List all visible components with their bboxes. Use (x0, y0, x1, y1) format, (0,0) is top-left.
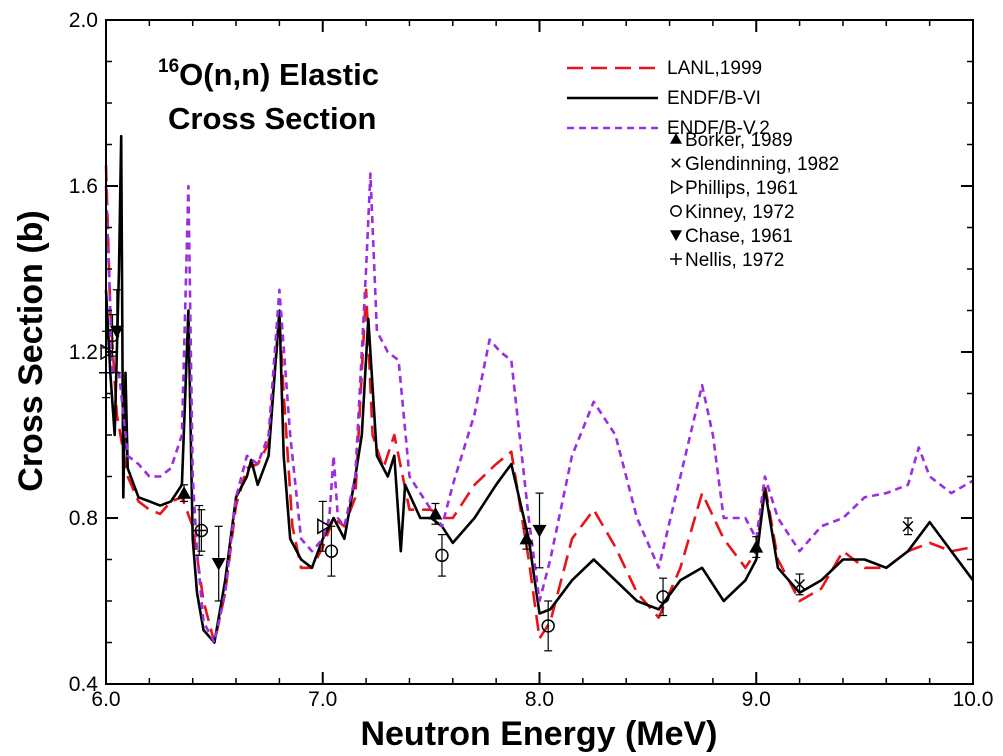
y-tick-label: 0.4 (69, 673, 99, 696)
y-tick-label: 1.2 (69, 341, 98, 364)
y-axis-title: Cross Section (b) (12, 210, 50, 491)
series-layer (104, 134, 975, 644)
marker-kinney-1972 (541, 619, 555, 633)
legend-marker-phillips-1961 (671, 179, 684, 195)
marker-kinney-1972 (324, 544, 339, 558)
title-superscript: 16 (158, 56, 179, 77)
y-tick-label: 0.8 (69, 507, 98, 530)
legend-label: Glendinning, 1982 (685, 154, 839, 175)
x-tick-label: 7.0 (308, 688, 337, 711)
chart-title-line2: Cross Section (168, 101, 376, 136)
marker-chase-1961 (211, 558, 226, 571)
legend-label: ENDF/B-VI (667, 88, 761, 109)
legend-marker-chase-1961 (670, 230, 682, 241)
legend-label: LANL,1999 (667, 58, 762, 79)
legend-marker-borker-1989 (670, 133, 682, 144)
marker-chase-1961 (532, 524, 547, 538)
chart-title-line1: 16O(n,n) Elastic (158, 56, 379, 92)
marker-glendinning-1982 (794, 578, 806, 590)
marker-borker-1989 (519, 531, 534, 545)
title-line1-text: O(n,n) Elastic (179, 57, 379, 92)
legend-marker-glendinning-1982 (671, 158, 681, 168)
marker-borker-1989 (177, 486, 192, 499)
marker-glendinning-1982-stroke (794, 578, 806, 590)
series-line-lanl-1999 (104, 165, 974, 644)
marker-kinney-1972 (656, 590, 670, 604)
series-line-endf-b-v-2 (104, 172, 974, 644)
marker-kinney-1972 (435, 548, 449, 563)
legend-label: Kinney, 1972 (685, 202, 795, 223)
y-tick-label: 2.0 (69, 9, 98, 32)
legend-label: Borker, 1989 (685, 130, 793, 151)
x-tick-label: 6.0 (91, 688, 120, 711)
legend-label: Chase, 1961 (685, 226, 793, 247)
marker-chase-1961 (109, 325, 124, 339)
legend-label: Nellis, 1972 (685, 250, 784, 271)
x-tick-label: 10.0 (953, 688, 994, 711)
marker-phillips-1961 (317, 517, 332, 535)
x-tick-label: 9.0 (742, 688, 771, 711)
legend-label: ENDF/B-V.2 (667, 118, 770, 139)
legend-marker-glendinning-1982-stroke (671, 158, 681, 168)
marker-borker-1989 (749, 540, 764, 553)
y-tick-label: 1.6 (69, 175, 98, 198)
marker-nellis-1972 (192, 523, 207, 538)
series-line-endf-b-vi (104, 134, 975, 644)
legend-marker-nellis-1972 (670, 253, 682, 265)
tick-layer: 6.0 7.0 8.0 9.0 10.0 0.4 0.8 1.2 1.6 2.0 (69, 9, 994, 711)
marker-phillips-1961 (100, 343, 115, 361)
marker-borker-1989 (428, 506, 443, 520)
marker-glendinning-1982 (902, 520, 914, 532)
legend-marker-kinney-1972 (670, 205, 682, 217)
legend-label: Phillips, 1961 (685, 178, 798, 199)
marker-glendinning-1982-stroke (902, 520, 914, 532)
x-axis-title: Neutron Energy (MeV) (360, 715, 717, 753)
x-tick-label: 8.0 (525, 688, 554, 711)
